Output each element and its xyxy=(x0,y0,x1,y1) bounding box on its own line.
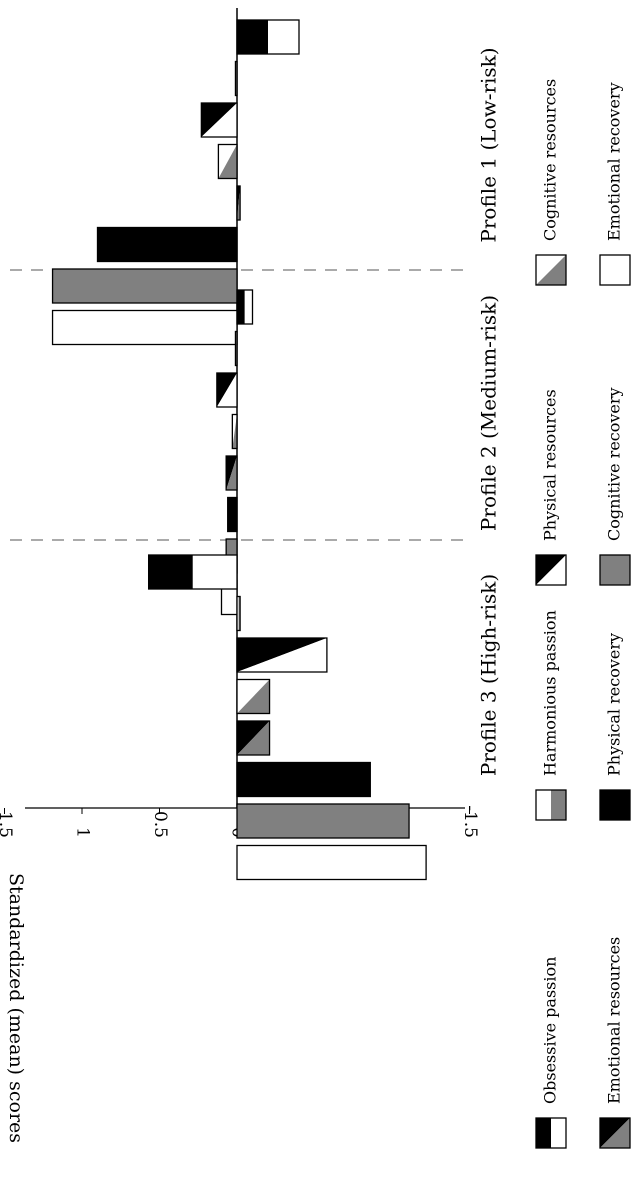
legend-item-physical-recovery: Physical recovery xyxy=(599,633,631,821)
bar-emotional-recovery xyxy=(51,309,238,346)
category-label: Profile 1 (Low-risk) xyxy=(477,47,501,242)
bar-emotional-resources xyxy=(225,455,238,491)
bar-physical-resources xyxy=(236,637,328,673)
y-axis-label: Standardized (mean) scores xyxy=(5,873,27,1143)
legend-label: Physical resources xyxy=(541,389,560,541)
bar-harmonious-passion xyxy=(236,595,241,632)
legend-item-emotional-recovery: Emotional recovery xyxy=(599,82,631,286)
legend-item-obsessive-passion: Obsessive passion xyxy=(535,957,567,1149)
bar-cognitive-recovery xyxy=(51,268,238,304)
bar-emotional-resources xyxy=(236,185,241,221)
legend-label: Cognitive recovery xyxy=(605,387,624,541)
legend-label: Obsessive passion xyxy=(541,957,560,1104)
bar-obsessive-passion xyxy=(236,289,254,325)
tick-label: 1.5 xyxy=(0,811,15,838)
legend-item-cognitive-recovery: Cognitive recovery xyxy=(599,387,631,586)
bar-physical-resources xyxy=(216,372,238,408)
bar-obsessive-passion xyxy=(236,19,300,55)
tick-label: -1.5 xyxy=(460,805,480,838)
category-label: Profile 3 (High-risk) xyxy=(477,574,501,776)
bar-emotional-resources xyxy=(236,720,271,756)
bar-physical-resources xyxy=(200,102,238,138)
bar-cognitive-resources xyxy=(217,143,238,180)
legend-item-emotional-resources: Emotional resources xyxy=(599,937,631,1149)
bar-harmonious-passion xyxy=(234,330,238,367)
legend-label: Cognitive resources xyxy=(541,79,560,241)
bar-harmonious-passion xyxy=(234,60,238,97)
bar-cognitive-recovery xyxy=(236,803,410,839)
legend-label: Emotional resources xyxy=(605,937,624,1104)
legend-item-cognitive-resources: Cognitive resources xyxy=(535,79,567,286)
bar-physical-recovery xyxy=(96,226,238,263)
legend-label: Emotional recovery xyxy=(605,82,624,241)
bar-emotional-recovery xyxy=(236,844,427,881)
bars xyxy=(51,19,427,881)
bar-physical-recovery xyxy=(236,761,371,798)
category-labels: Profile 1 (Low-risk) Profile 2 (Medium-ri… xyxy=(477,47,501,776)
legend: Obsessive passion Harmonious passion Physi… xyxy=(535,79,631,1149)
legend-label: Physical recovery xyxy=(605,633,624,776)
tick-label: 1 xyxy=(73,827,93,838)
legend-label: Harmonious passion xyxy=(541,610,560,776)
tick-label: 0.5 xyxy=(150,811,170,838)
category-label: Profile 2 (Medium-risk) xyxy=(477,295,501,531)
legend-item-physical-resources: Physical resources xyxy=(535,389,567,586)
bar-cognitive-resources xyxy=(231,413,238,450)
bar-physical-recovery xyxy=(227,496,238,533)
bar-cognitive-resources xyxy=(236,678,271,715)
bar-obsessive-passion xyxy=(147,554,238,590)
legend-item-harmonious-passion: Harmonious passion xyxy=(535,610,567,821)
